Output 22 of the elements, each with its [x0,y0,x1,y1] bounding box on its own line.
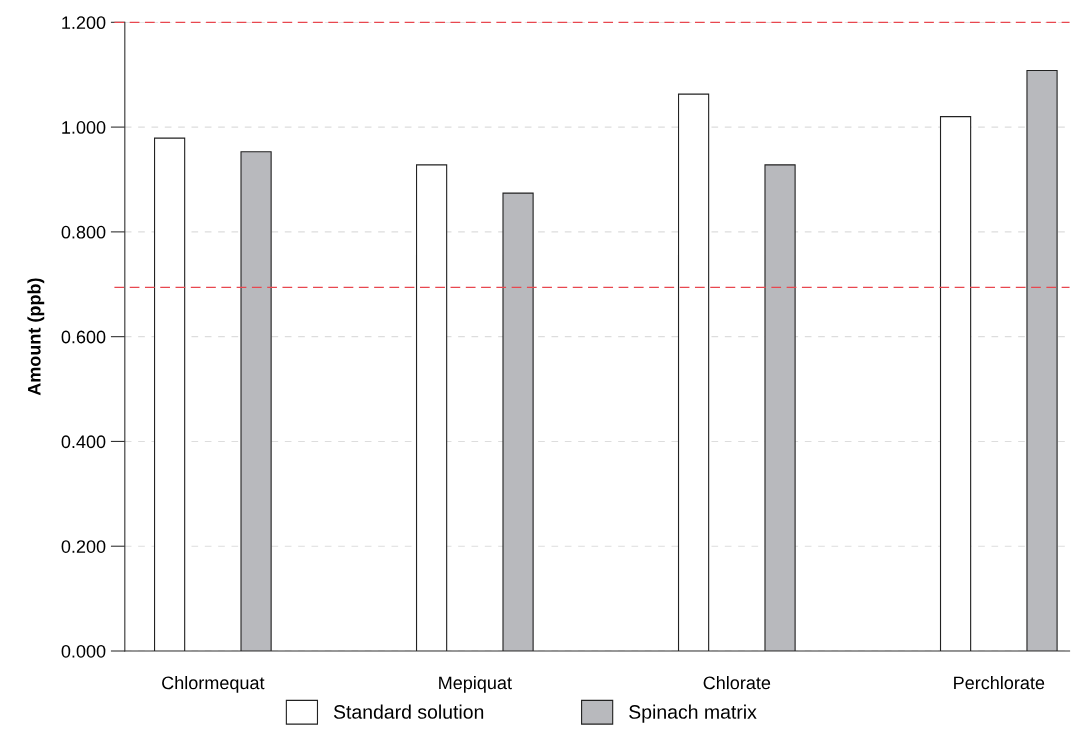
y-tick-label: 1.200 [62,16,106,30]
bar [677,93,710,651]
y-tick-label: 0.600 [61,330,106,344]
bar [415,164,448,651]
x-tick-label: Chlorate [703,676,771,690]
x-tick-label: Mepiquat [439,676,512,693]
y-axis-title: Amount (ppb) [27,278,45,396]
x-tick-label: Perchlorate [954,676,1045,690]
y-tick-label: 0.800 [61,225,106,239]
y-tick-label: 0.000 [61,644,106,658]
y-tick-label: 1.000 [62,121,106,134]
bar [240,151,272,651]
y-tick-label: 0.400 [61,435,106,449]
bar [764,164,796,651]
bar [939,116,972,651]
bar [502,192,534,651]
legend-label: Spinach matrix [629,704,757,723]
legend-label: Standard solution [333,704,484,719]
bar [1026,69,1058,651]
y-tick-label: 0.200 [61,540,106,553]
bar [153,137,186,651]
x-tick-label: Chlormequat [162,676,265,693]
